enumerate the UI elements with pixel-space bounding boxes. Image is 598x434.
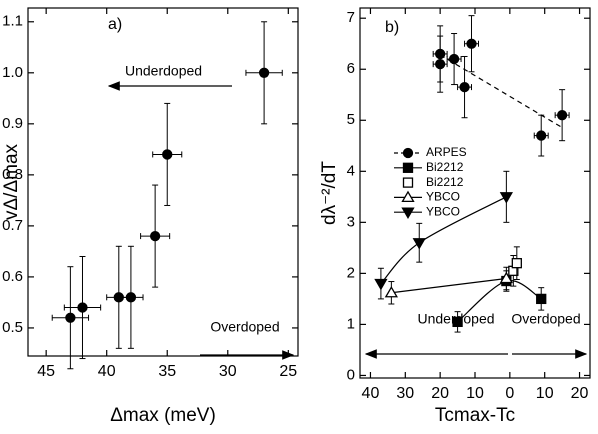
legend-label: Bi2212 [426, 175, 464, 189]
y-tick-label: 1.0 [2, 64, 23, 81]
legend-marker [402, 147, 414, 159]
point [511, 258, 522, 269]
point [162, 149, 173, 160]
legend-label: YBCO [426, 204, 460, 218]
legend-label: YBCO [426, 190, 460, 204]
annotation: Overdoped [511, 311, 580, 327]
point [77, 302, 88, 313]
point [448, 53, 460, 65]
x-tick-label: 45 [37, 363, 55, 380]
legend-label: Bi2212 [426, 160, 464, 174]
point [125, 292, 137, 303]
point [452, 316, 463, 328]
panel-label: a) [108, 16, 122, 33]
y-tick-label: 2 [347, 264, 355, 281]
x-axis-label: Δmax (meV) [110, 405, 216, 426]
y-tick-label: 1 [347, 315, 355, 332]
y-tick-label: 0.5 [2, 319, 23, 336]
fit-line [439, 54, 563, 129]
plot-frame [27, 7, 299, 357]
y-axis-label: vΔ/Δmax [1, 143, 22, 220]
legend-marker [401, 207, 415, 219]
x-tick-label: 40 [98, 363, 116, 380]
x-tick-label: 0 [505, 385, 514, 402]
x-tick-label: 30 [396, 385, 414, 402]
x-tick-label: 35 [158, 363, 176, 380]
legend-label: ARPES [426, 145, 467, 159]
point [536, 130, 547, 141]
x-tick-label: 40 [362, 385, 380, 402]
point [435, 58, 446, 70]
annotation: Underdoped [125, 63, 202, 79]
x-tick-label: 20 [571, 385, 589, 402]
y-tick-label: 6 [347, 60, 355, 77]
legend-marker [401, 190, 415, 203]
legend-marker [402, 177, 414, 188]
y-tick-label: 4 [347, 162, 355, 179]
point [412, 238, 426, 250]
fit-curve [391, 277, 507, 294]
y-tick-label: 0.7 [2, 217, 23, 234]
y-tick-label: 7 [347, 9, 355, 26]
annotation: Overdoped [210, 319, 279, 335]
y-axis-label: dλ⁻²/dT [319, 161, 340, 225]
point [499, 271, 513, 284]
x-tick-label: 10 [466, 385, 484, 402]
point [65, 312, 76, 323]
y-tick-label: 0.9 [2, 115, 23, 132]
y-tick-label: 5 [347, 111, 355, 128]
y-tick-label: 1.1 [2, 13, 23, 30]
y-tick-label: 0 [347, 366, 355, 383]
x-tick-label: 20 [431, 385, 449, 402]
y-tick-label: 0.6 [2, 268, 23, 285]
point [466, 38, 477, 49]
x-tick-label: 25 [279, 363, 297, 380]
point [556, 110, 568, 121]
x-tick-label: 10 [536, 385, 554, 402]
point [499, 192, 513, 204]
point [384, 285, 398, 298]
y-tick-label: 0.8 [2, 166, 23, 183]
point [536, 293, 547, 305]
legend-marker [402, 162, 414, 173]
point [374, 278, 388, 291]
point [459, 81, 470, 93]
x-axis-label: Tcmax-Tc [435, 405, 515, 426]
panel-label: b) [385, 19, 399, 36]
point [149, 230, 161, 242]
point [258, 67, 270, 78]
x-tick-label: 30 [219, 363, 237, 380]
y-tick-label: 3 [347, 213, 355, 230]
